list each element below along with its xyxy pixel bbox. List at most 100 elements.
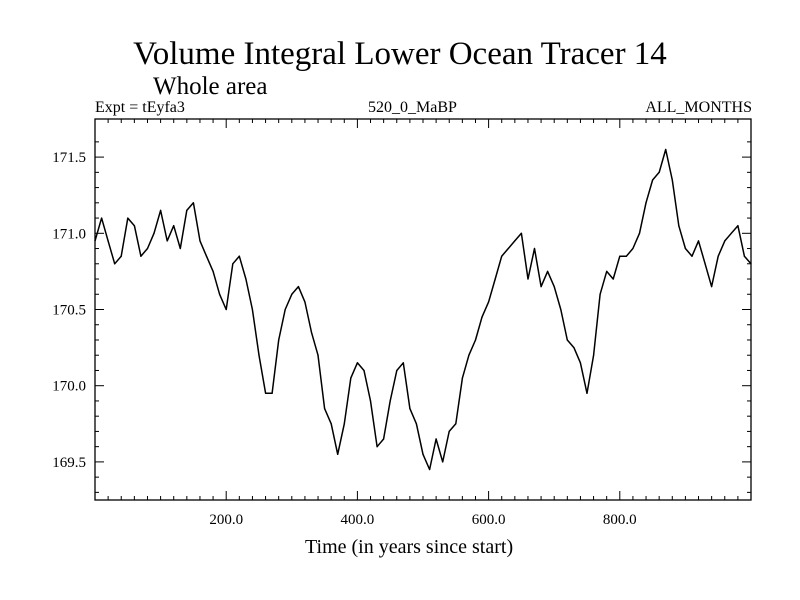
data-point — [330, 423, 332, 425]
y-tick-label: 171.0 — [52, 226, 86, 242]
data-point — [573, 347, 575, 349]
x-tick-label: 200.0 — [209, 512, 243, 528]
data-point — [278, 339, 280, 341]
y-axis-ticks: 169.5 170.0 170.5 171.0 171.5 — [52, 141, 751, 493]
data-point — [271, 392, 273, 394]
data-point — [350, 377, 352, 379]
data-point — [514, 240, 516, 242]
data-point — [146, 247, 149, 250]
data-point — [310, 331, 313, 333]
data-point — [593, 354, 595, 356]
data-point — [94, 240, 96, 242]
period-label: 520_0_MaBP — [368, 99, 457, 116]
data-point — [324, 408, 326, 410]
data-point — [153, 232, 155, 234]
data-point — [501, 255, 503, 257]
data-point — [599, 293, 601, 295]
data-point — [697, 240, 700, 242]
data-point — [606, 270, 608, 272]
data-point — [442, 461, 444, 463]
data-point — [730, 232, 732, 234]
data-point — [632, 247, 634, 250]
x-tick-label: 800.0 — [603, 512, 637, 528]
x-axis-ticks: 200.0 400.0 600.0 800.0 — [107, 119, 739, 528]
data-point — [422, 453, 424, 455]
data-point — [415, 423, 417, 425]
data-point — [619, 255, 621, 257]
data-point — [225, 308, 227, 311]
data-point — [527, 278, 529, 280]
data-point — [356, 362, 358, 364]
data-point — [540, 286, 542, 288]
data-point — [120, 255, 122, 257]
data-point — [166, 240, 168, 242]
data-point — [586, 392, 588, 394]
data-point — [638, 232, 641, 234]
data-point — [743, 255, 746, 257]
data-point — [547, 270, 549, 272]
data-point — [724, 240, 726, 242]
data-point — [658, 171, 660, 173]
data-point — [173, 225, 175, 227]
data-point — [448, 430, 450, 432]
expt-label: Expt = tEyfa3 — [95, 99, 185, 116]
data-point — [533, 247, 536, 250]
data-point — [160, 209, 162, 211]
data-point — [579, 362, 582, 364]
data-point — [192, 202, 194, 204]
data-point — [409, 408, 411, 410]
data-point — [435, 438, 437, 440]
data-point — [297, 286, 299, 288]
data-point — [304, 301, 306, 303]
data-point — [455, 423, 457, 425]
data-point — [101, 217, 103, 219]
data-point — [691, 255, 693, 257]
data-point — [376, 446, 378, 448]
data-point — [337, 453, 339, 455]
data-point — [678, 225, 680, 227]
data-point — [665, 148, 667, 151]
data-point — [363, 369, 365, 372]
data-point — [140, 255, 142, 257]
data-point — [369, 400, 372, 402]
y-tick-label: 170.5 — [52, 303, 86, 319]
data-point — [317, 354, 319, 356]
x-axis-label: Time (in years since start) — [305, 536, 514, 558]
data-point — [205, 255, 208, 257]
data-point — [553, 286, 555, 288]
x-tick-label: 400.0 — [341, 512, 375, 528]
data-point — [107, 240, 109, 242]
data-point — [488, 301, 490, 303]
data-point — [625, 255, 628, 257]
data-point — [750, 263, 752, 265]
data-point — [251, 308, 253, 311]
data-point — [481, 316, 483, 318]
chart-title: Volume Integral Lower Ocean Tracer 14 — [133, 36, 667, 72]
series-group — [94, 148, 752, 471]
data-point — [737, 225, 739, 227]
data-point — [238, 255, 240, 257]
data-point — [179, 247, 181, 250]
data-point — [127, 217, 129, 219]
data-point — [566, 339, 568, 341]
data-point — [291, 293, 293, 295]
data-point — [199, 240, 201, 242]
data-point — [612, 278, 614, 280]
data-point — [265, 392, 267, 394]
data-point — [507, 247, 509, 250]
plot-frame — [94, 118, 752, 501]
data-point — [468, 354, 470, 356]
chart-subtitle: Whole area — [153, 73, 268, 100]
data-point — [258, 354, 260, 356]
data-point — [219, 293, 221, 295]
data-point — [402, 362, 404, 364]
data-point — [711, 286, 713, 288]
data-point — [232, 263, 234, 265]
data-point — [671, 179, 673, 181]
data-point — [133, 225, 135, 227]
x-tick-label: 600.0 — [472, 512, 506, 528]
data-point — [389, 400, 391, 402]
y-tick-label: 170.0 — [52, 379, 86, 395]
data-point — [645, 202, 647, 204]
data-point — [652, 179, 654, 181]
